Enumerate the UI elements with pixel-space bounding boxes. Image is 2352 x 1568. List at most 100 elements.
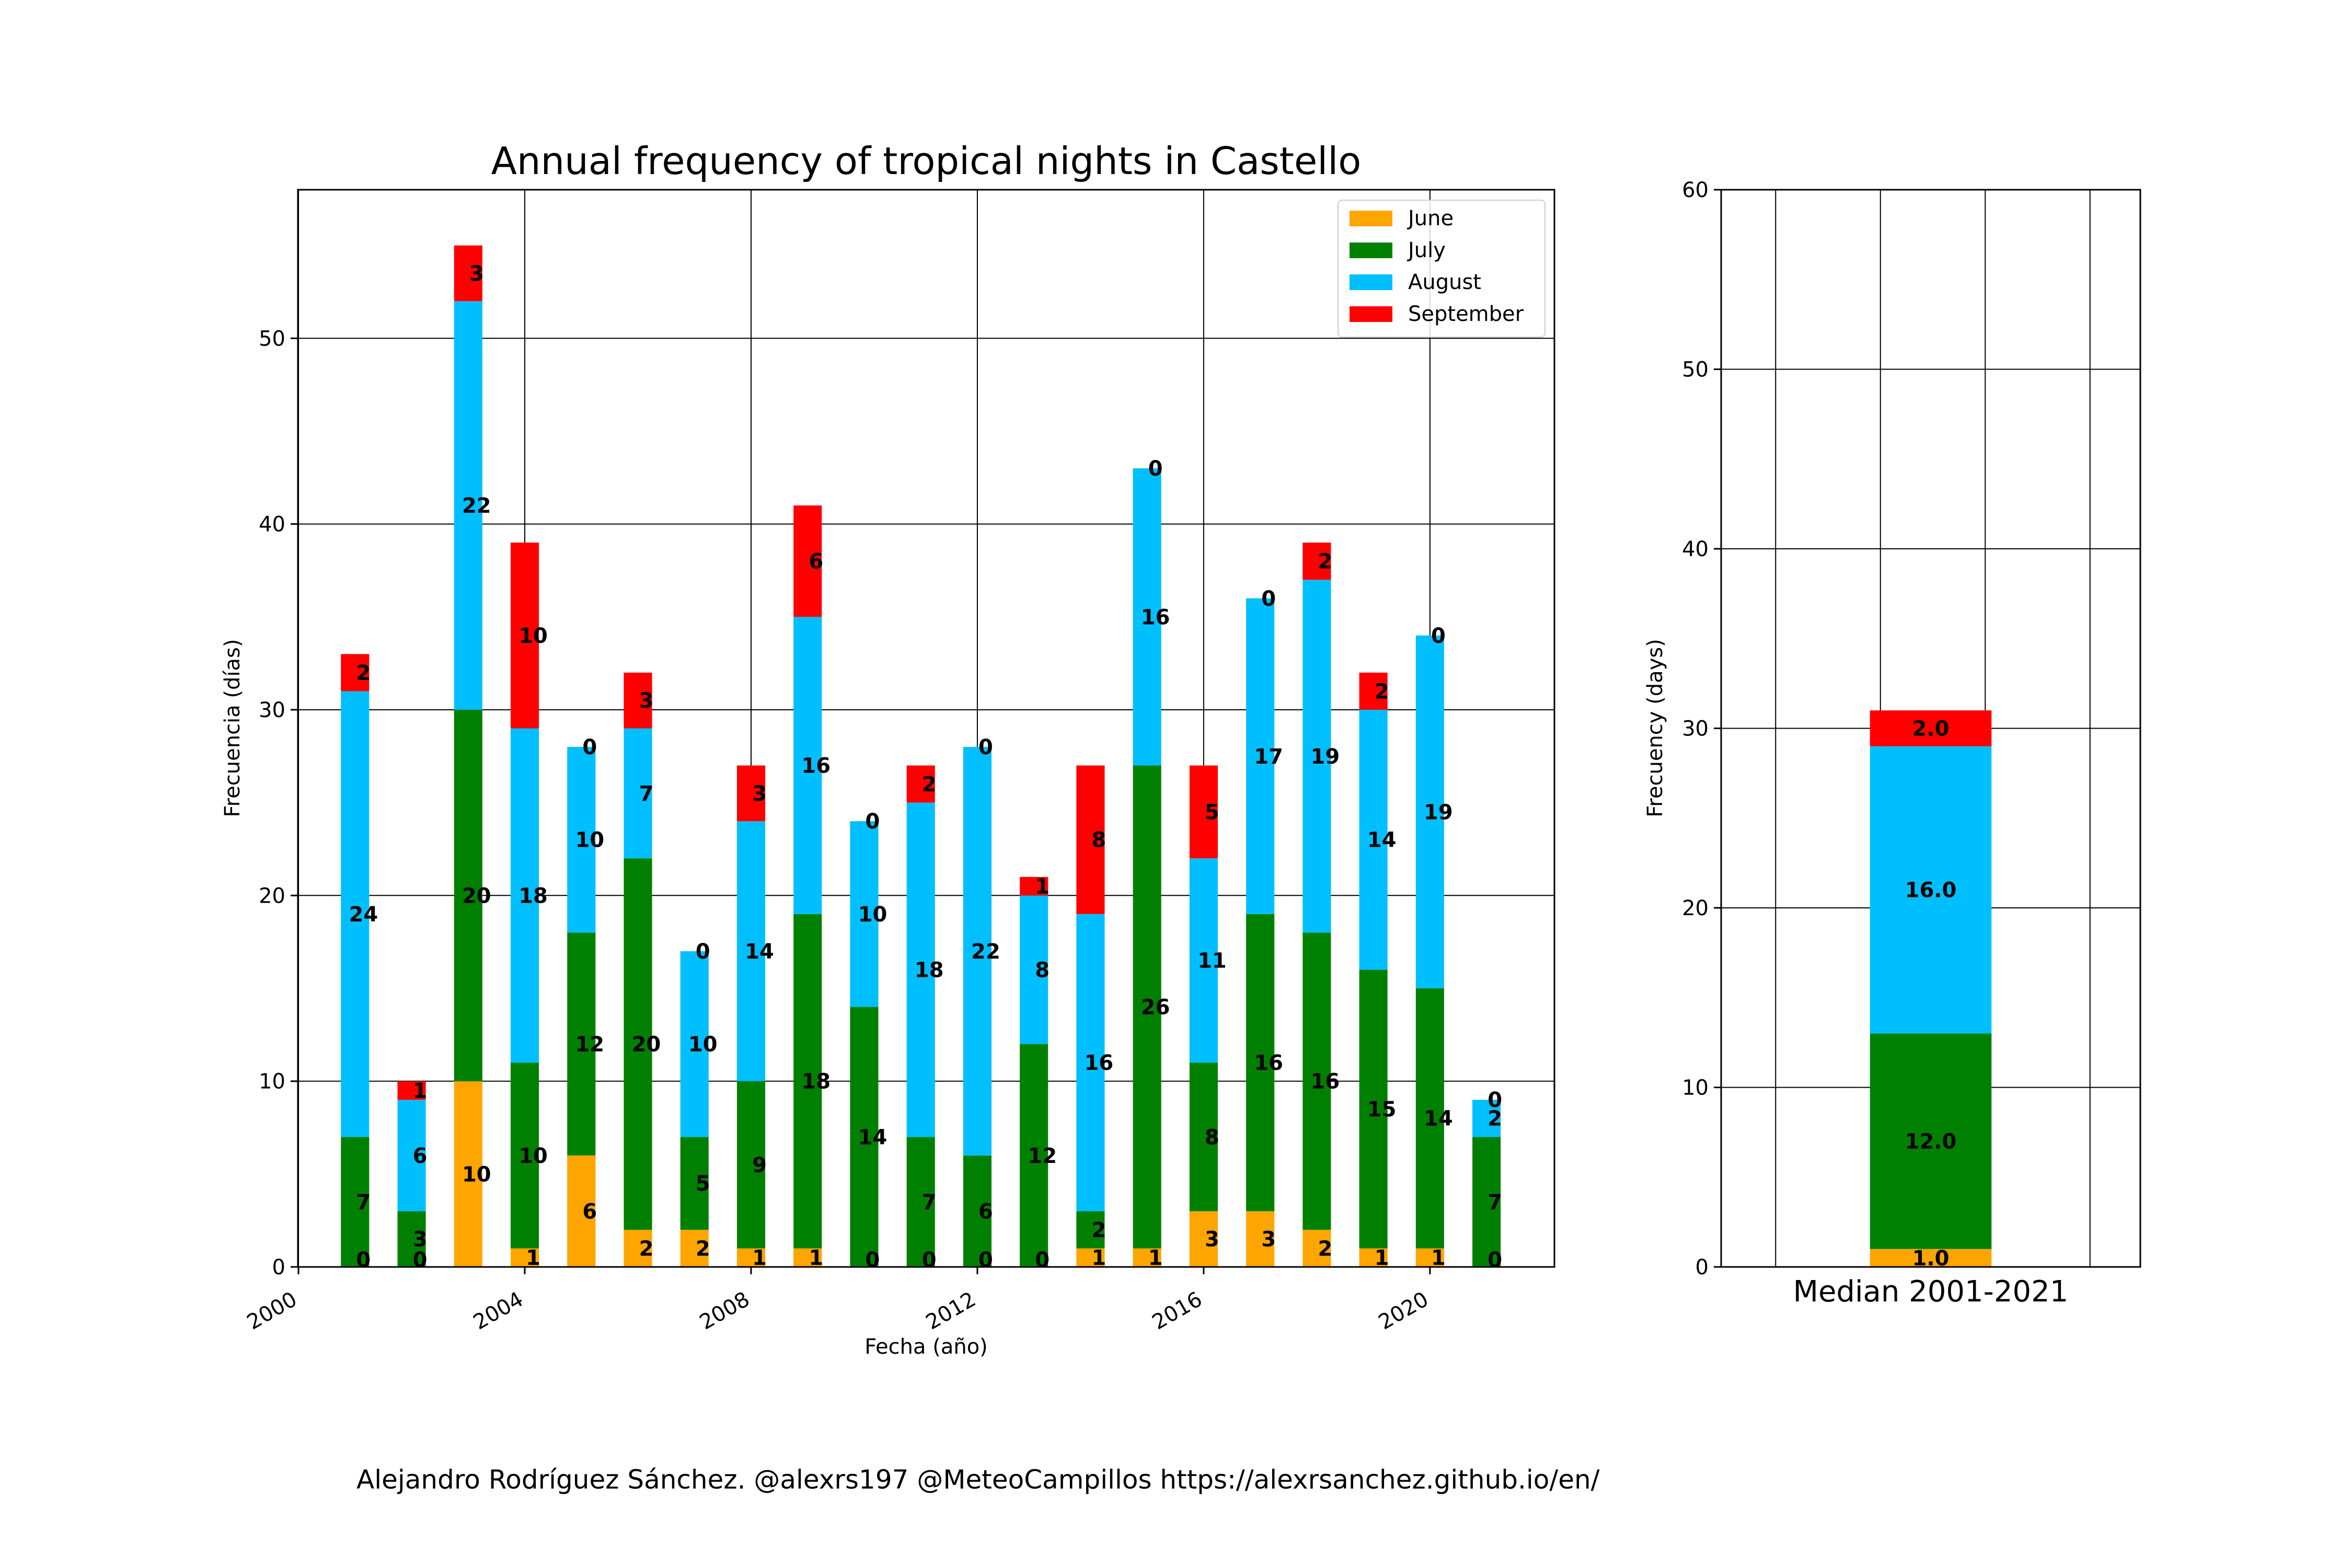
- bar-june: [680, 1229, 709, 1267]
- bar-june: [567, 1155, 596, 1267]
- bar-june: [1246, 1211, 1275, 1267]
- segment-label-july: 15: [1367, 1098, 1397, 1122]
- segment-label-august: 18: [518, 884, 548, 908]
- segment-label-august: 19: [1424, 800, 1453, 824]
- segment-label-june: 2: [696, 1237, 710, 1261]
- median-bar-august: [1870, 746, 1992, 1034]
- bar-july: [963, 1155, 992, 1267]
- segment-label-september: 2: [922, 773, 937, 797]
- segment-label-july: 26: [1141, 996, 1170, 1020]
- y-axis-label: Frecuencia (días): [221, 639, 245, 817]
- segment-label-july: 14: [858, 1125, 887, 1149]
- x-axis-label: Fecha (año): [864, 1335, 988, 1359]
- median-label-august: 16.0: [1905, 879, 1957, 903]
- right-bars: [1870, 710, 1992, 1267]
- segment-label-july: 2: [1092, 1218, 1106, 1242]
- x-tick-label: 2008: [696, 1287, 754, 1335]
- legend-label-june: June: [1406, 206, 1454, 230]
- median-bar-september: [1870, 710, 1992, 746]
- bar-june: [454, 1081, 482, 1267]
- y-tick-label: 50: [259, 327, 285, 351]
- bar-june: [1359, 1248, 1388, 1267]
- segment-label-september: 0: [978, 735, 993, 759]
- bar-july: [793, 914, 822, 1249]
- bar-august: [624, 728, 652, 859]
- segment-label-july: 20: [632, 1033, 661, 1057]
- segment-label-july: 3: [413, 1228, 428, 1252]
- bar-september: [793, 505, 822, 617]
- chart-title: Annual frequency of tropical nights in C…: [491, 139, 1362, 183]
- bar-july: [1189, 1063, 1218, 1212]
- segment-label-september: 1: [413, 1079, 428, 1103]
- bar-august: [736, 821, 766, 1081]
- x-tick-label: 2020: [1375, 1287, 1433, 1335]
- median-label-july: 12.0: [1905, 1130, 1957, 1154]
- bar-august: [510, 728, 539, 1063]
- bar-august: [1415, 635, 1444, 988]
- segment-label-june: 0: [866, 1248, 880, 1272]
- segment-label-july: 7: [922, 1191, 937, 1215]
- right-y-tick-label: 0: [1696, 1255, 1709, 1279]
- legend-swatch-june: [1350, 211, 1392, 226]
- segment-label-june: 0: [922, 1248, 937, 1272]
- bar-june: [624, 1229, 652, 1267]
- segment-label-june: 0: [1035, 1248, 1050, 1272]
- right-y-axis-label: Frecuency (days): [1643, 639, 1667, 817]
- bar-august: [680, 951, 709, 1137]
- bar-june: [1076, 1248, 1105, 1267]
- annual-chart-panel: 0724203611020223110181061210022073251001…: [221, 139, 1555, 1359]
- segment-label-august: 16: [801, 754, 831, 778]
- segment-label-august: 22: [462, 494, 491, 518]
- segment-label-september: 2: [356, 661, 371, 685]
- median-category-label: Median 2001-2021: [1793, 1275, 2069, 1309]
- bar-july: [341, 1137, 370, 1267]
- segment-label-august: 7: [639, 782, 654, 806]
- segment-label-september: 3: [752, 782, 767, 806]
- segment-label-august: 11: [1197, 949, 1227, 973]
- segment-label-september: 1: [1035, 875, 1050, 899]
- bar-july: [1359, 970, 1388, 1249]
- right-y-ticks: 0 10 20 30 40 50 60: [1682, 178, 1721, 1279]
- segment-label-september: 6: [809, 550, 823, 574]
- left-plot-frame: [297, 189, 1555, 1268]
- bar-july: [1076, 1211, 1105, 1249]
- segment-label-september: 2: [1318, 550, 1332, 574]
- segment-label-september: 0: [1261, 587, 1276, 611]
- bar-july: [624, 858, 652, 1230]
- right-y-tick-label: 30: [1682, 717, 1709, 741]
- segment-label-august: 10: [688, 1033, 718, 1057]
- bar-june: [510, 1248, 539, 1267]
- median-bar-july: [1870, 1033, 1992, 1249]
- segment-label-august: 14: [1367, 828, 1397, 852]
- x-tick-label: 2000: [243, 1287, 301, 1335]
- bar-september: [510, 543, 539, 729]
- segment-label-august: 17: [1254, 745, 1283, 769]
- segment-label-september: 2: [1375, 679, 1389, 704]
- footer-credit: Alejandro Rodríguez Sánchez. @alexrs197 …: [356, 1465, 1600, 1495]
- bar-june: [1415, 1248, 1444, 1267]
- right-y-tick-label: 20: [1682, 896, 1709, 920]
- bar-july: [1302, 932, 1331, 1230]
- segment-label-september: 0: [866, 810, 880, 834]
- bar-september: [1076, 765, 1105, 914]
- bar-august: [1189, 858, 1218, 1063]
- bar-september: [1359, 672, 1388, 710]
- bar-august: [793, 617, 822, 914]
- segment-label-july: 14: [1424, 1107, 1453, 1131]
- segment-label-august: 6: [413, 1144, 428, 1168]
- median-label-september: 2.0: [1912, 717, 1950, 741]
- y-tick-label: 30: [259, 698, 285, 722]
- segment-label-june: 3: [1205, 1228, 1219, 1252]
- segment-label-july: 16: [1311, 1070, 1340, 1094]
- segment-label-august: 24: [349, 903, 378, 927]
- bar-june: [736, 1248, 766, 1267]
- segment-label-september: 5: [1205, 800, 1219, 824]
- bar-september: [906, 765, 935, 803]
- x-tick-label: 2012: [922, 1287, 980, 1335]
- y-tick-label: 40: [259, 513, 285, 537]
- bar-july: [454, 709, 482, 1081]
- segment-label-july: 12: [1028, 1144, 1057, 1168]
- bar-august: [567, 747, 596, 933]
- bar-september: [736, 765, 766, 822]
- segment-label-july: 10: [518, 1144, 548, 1168]
